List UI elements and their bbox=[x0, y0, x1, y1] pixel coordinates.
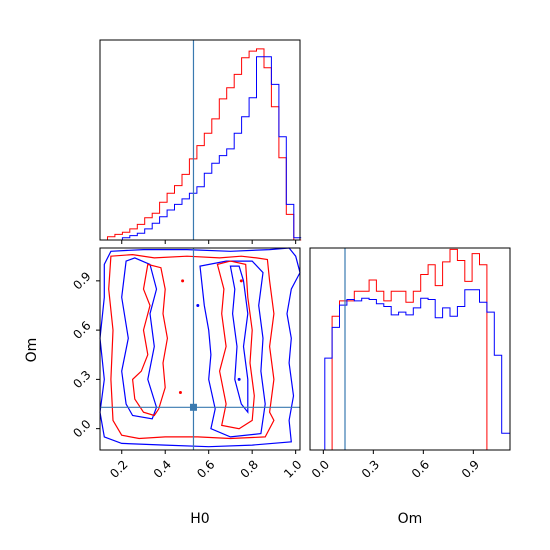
contour-red-dot bbox=[181, 279, 185, 283]
om-hist-frame bbox=[309, 247, 511, 451]
contour-red-1 bbox=[131, 263, 169, 417]
contour-blue-1 bbox=[121, 257, 158, 420]
xlabel-h0: H0 bbox=[190, 511, 209, 527]
h0-tick-label: 0.2 bbox=[107, 457, 130, 480]
h0-tick-label: 0.4 bbox=[151, 457, 174, 480]
contour-blue-dot bbox=[237, 377, 241, 381]
xlabel-om: Om bbox=[398, 511, 423, 527]
om-hist-blue bbox=[310, 289, 510, 451]
contour-red-0 bbox=[108, 253, 275, 440]
om-ytick-label: 0.6 bbox=[70, 318, 93, 341]
om-hist-red bbox=[310, 248, 510, 451]
contour-blue-0 bbox=[99, 247, 301, 448]
om-tick-label: 0.0 bbox=[309, 457, 332, 480]
contour-blue-2 bbox=[199, 260, 266, 438]
contour-blue-dot bbox=[196, 303, 200, 307]
h0-hist-frame bbox=[99, 39, 301, 241]
om-tick-label: 0.3 bbox=[359, 457, 382, 480]
truth-marker bbox=[189, 403, 197, 411]
h0-hist-red bbox=[100, 48, 302, 241]
om-ytick-label: 0.9 bbox=[70, 269, 93, 292]
om-tick-label: 0.9 bbox=[459, 457, 482, 480]
h0-tick-label: 0.6 bbox=[194, 457, 217, 480]
om-ytick-label: 0.3 bbox=[70, 368, 93, 391]
contour-red-2 bbox=[216, 260, 255, 430]
h0-tick-label: 1.0 bbox=[281, 457, 304, 480]
h0-hist-blue bbox=[100, 56, 302, 241]
om-ytick-label: 0.0 bbox=[70, 417, 93, 440]
om-tick-label: 0.6 bbox=[409, 457, 432, 480]
contour-blue-3 bbox=[229, 265, 249, 414]
contour-red-dot bbox=[178, 391, 182, 395]
h0-tick-label: 0.8 bbox=[238, 457, 261, 480]
contour-frame bbox=[99, 247, 301, 451]
ylabel-om: Om bbox=[24, 338, 40, 363]
contour-red-dot bbox=[239, 279, 243, 283]
